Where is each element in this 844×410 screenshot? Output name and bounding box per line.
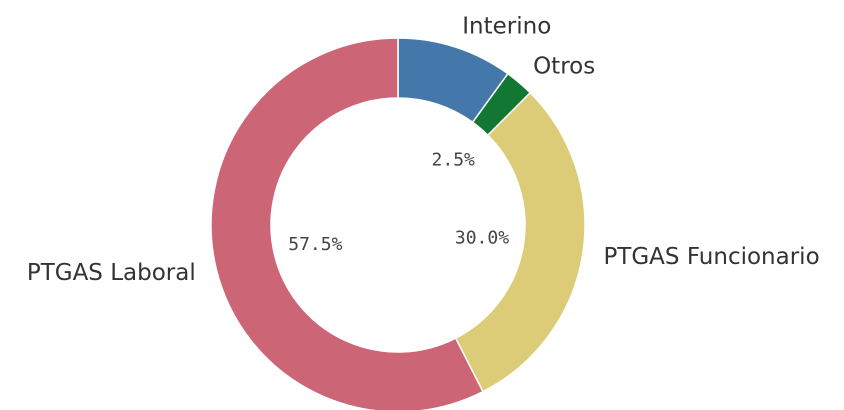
value-label: 2.5% (432, 149, 476, 170)
value-label: 30.0% (455, 227, 509, 248)
slice-label: Otros (533, 53, 595, 79)
slice-label: Interino (462, 14, 551, 40)
value-label: 57.5% (288, 234, 342, 255)
donut-slice (210, 37, 484, 410)
donut-slice (454, 91, 586, 393)
slice-label: PTGAS Funcionario (603, 244, 819, 270)
slice-label: PTGAS Laboral (27, 260, 196, 286)
